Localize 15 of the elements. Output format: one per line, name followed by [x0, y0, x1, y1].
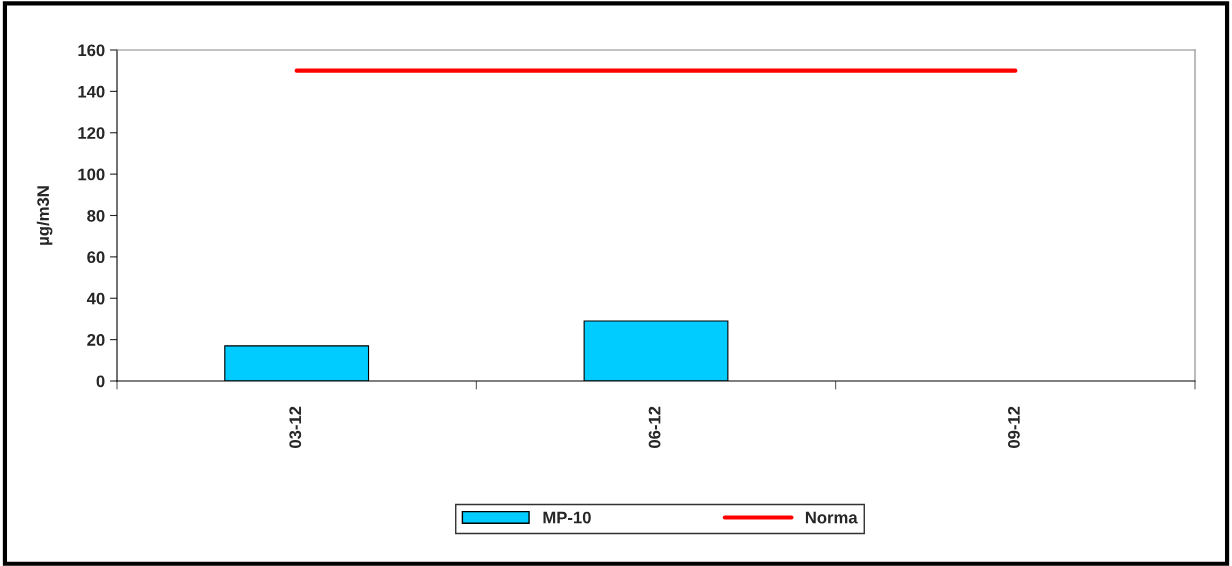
y-tick-label: 80	[87, 209, 105, 222]
y-tick-label: 20	[87, 334, 105, 346]
legend-label: MP-10	[543, 511, 591, 524]
y-axis-title: µg/m3N	[36, 186, 53, 245]
y-tick-label: 160	[78, 44, 105, 57]
y-tick-label: 0	[96, 375, 105, 388]
x-tick-label: 09-12	[1008, 406, 1020, 448]
y-tick-label: 40	[86, 292, 105, 305]
x-tick-label: 06-12	[648, 406, 661, 448]
y-tick-label: 140	[78, 85, 105, 98]
y-tick-label: 60	[87, 251, 105, 264]
y-tick-label: 100	[78, 168, 105, 181]
legend-label: Norma	[805, 511, 858, 524]
x-tick-label: 03-12	[289, 406, 302, 448]
y-tick-label: 120	[78, 127, 105, 139]
